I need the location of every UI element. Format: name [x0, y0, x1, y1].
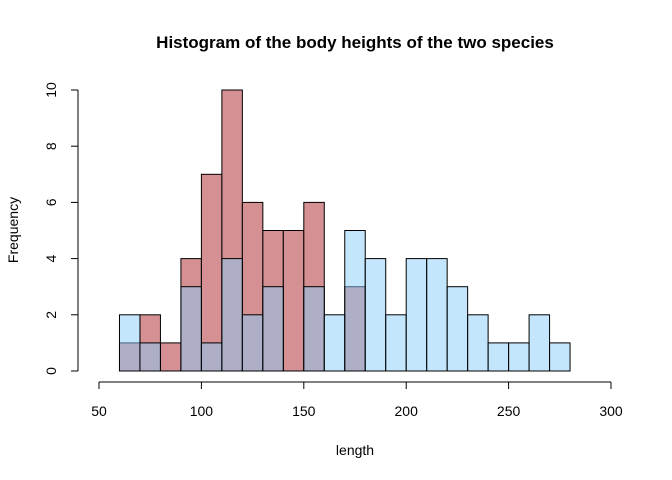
x-tick-label: 50	[91, 403, 107, 419]
histogram-bar	[508, 342, 530, 372]
y-tick-label: 0	[43, 367, 59, 375]
x-tick-label: 100	[190, 403, 214, 419]
chart-title: Histogram of the body heights of the two…	[156, 33, 554, 52]
y-axis: 0 2 4 6 8 10	[43, 82, 79, 375]
series-2	[118, 230, 571, 372]
x-tick-label: 300	[599, 403, 623, 419]
y-axis-label: Frequency	[5, 197, 21, 263]
histogram-bar	[139, 342, 161, 372]
histogram-bar	[159, 342, 182, 372]
histogram-bar	[487, 342, 510, 372]
x-tick-label: 200	[395, 403, 419, 419]
x-tick-label: 250	[497, 403, 521, 419]
y-tick-label: 6	[43, 198, 59, 206]
histogram-bar	[241, 314, 264, 372]
histogram-bar	[426, 258, 448, 372]
histogram-bar	[405, 258, 428, 372]
histogram-bar	[446, 286, 469, 372]
histogram-bar	[262, 286, 284, 372]
y-tick-label: 4	[43, 254, 59, 262]
y-tick-label: 10	[43, 82, 59, 98]
x-tick-label: 150	[292, 403, 316, 419]
histogram-bar	[364, 258, 387, 372]
histogram-bar	[303, 286, 325, 372]
y-tick-label: 2	[43, 311, 59, 319]
histogram-bar	[323, 314, 346, 372]
x-axis: 50 100 150 200 250 300	[91, 381, 623, 419]
histogram-bar	[549, 342, 571, 372]
bars-group	[118, 89, 571, 372]
histogram-bar	[467, 314, 489, 372]
histogram-bar	[200, 342, 223, 372]
histogram-bar	[118, 314, 141, 372]
histogram-bar	[200, 173, 223, 372]
histogram-bar	[221, 258, 243, 372]
histogram-bar	[344, 230, 366, 372]
x-axis-label: length	[336, 442, 374, 458]
histogram-bar	[180, 286, 202, 372]
histogram-bar	[528, 314, 551, 372]
y-tick-label: 8	[43, 142, 59, 150]
histogram-bar	[282, 230, 305, 372]
histogram-bar	[385, 314, 407, 372]
